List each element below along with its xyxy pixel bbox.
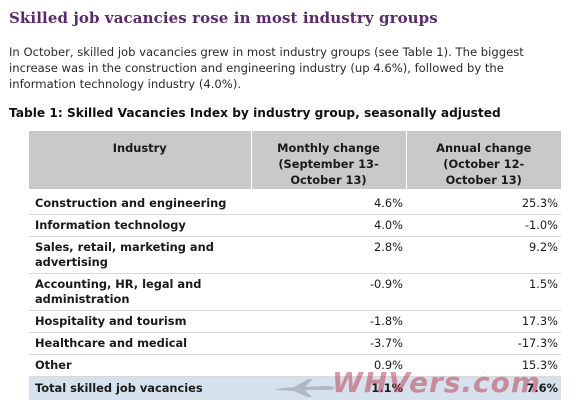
monthly-change-cell: -0.9% (251, 273, 406, 311)
industry-cell: Accounting, HR, legal and administration (29, 273, 251, 311)
total-industry-cell: Total skilled job vacancies (29, 376, 251, 400)
table-row: Information technology 4.0% -1.0% (29, 214, 561, 237)
annual-change-cell: 25.3% (406, 189, 561, 215)
industry-cell: Construction and engineering (29, 189, 251, 215)
monthly-change-cell: -3.7% (251, 332, 406, 355)
table-title: Table 1: Skilled Vacancies Index by indu… (9, 106, 501, 120)
monthly-change-cell: -1.8% (251, 310, 406, 333)
total-annual-change-cell: 7.6% (406, 376, 561, 400)
total-monthly-change-cell: 1.1% (251, 376, 406, 400)
vacancies-table: Industry Monthly change (September 13- O… (29, 131, 561, 400)
table-row: Hospitality and tourism -1.8% 17.3% (29, 310, 561, 333)
table-row: Healthcare and medical -3.7% -17.3% (29, 332, 561, 355)
table-row: Accounting, HR, legal and administration… (29, 273, 561, 311)
header-annual-change-text: Annual change (October 12- October 13) (436, 141, 532, 187)
monthly-change-cell: 2.8% (251, 236, 406, 274)
table-total-row: Total skilled job vacancies 1.1% 7.6% (29, 376, 561, 400)
annual-change-cell: 15.3% (406, 354, 561, 377)
table-row: Construction and engineering 4.6% 25.3% (29, 189, 561, 215)
annual-change-cell: 9.2% (406, 236, 561, 274)
annual-change-cell: 1.5% (406, 273, 561, 311)
annual-change-cell: 17.3% (406, 310, 561, 333)
intro-paragraph: In October, skilled job vacancies grew i… (9, 45, 524, 91)
monthly-change-cell: 0.9% (251, 354, 406, 377)
table-row: Sales, retail, marketing and advertising… (29, 236, 561, 274)
monthly-change-cell: 4.0% (251, 214, 406, 237)
industry-cell: Healthcare and medical (29, 332, 251, 355)
monthly-change-cell: 4.6% (251, 189, 406, 215)
header-annual-change: Annual change (October 12- October 13) (405, 131, 561, 189)
annual-change-cell: -17.3% (406, 332, 561, 355)
table-header-row: Industry Monthly change (September 13- O… (29, 131, 561, 189)
industry-cell: Information technology (29, 214, 251, 237)
industry-cell: Hospitality and tourism (29, 310, 251, 333)
table-row: Other 0.9% 15.3% (29, 354, 561, 377)
annual-change-cell: -1.0% (406, 214, 561, 237)
industry-cell: Other (29, 354, 251, 377)
industry-cell: Sales, retail, marketing and advertising (29, 236, 251, 274)
page-title: Skilled job vacancies rose in most indus… (9, 9, 438, 27)
header-industry: Industry (29, 131, 251, 189)
header-monthly-change: Monthly change (September 13- October 13… (250, 131, 406, 189)
header-monthly-change-text: Monthly change (September 13- October 13… (277, 141, 380, 187)
